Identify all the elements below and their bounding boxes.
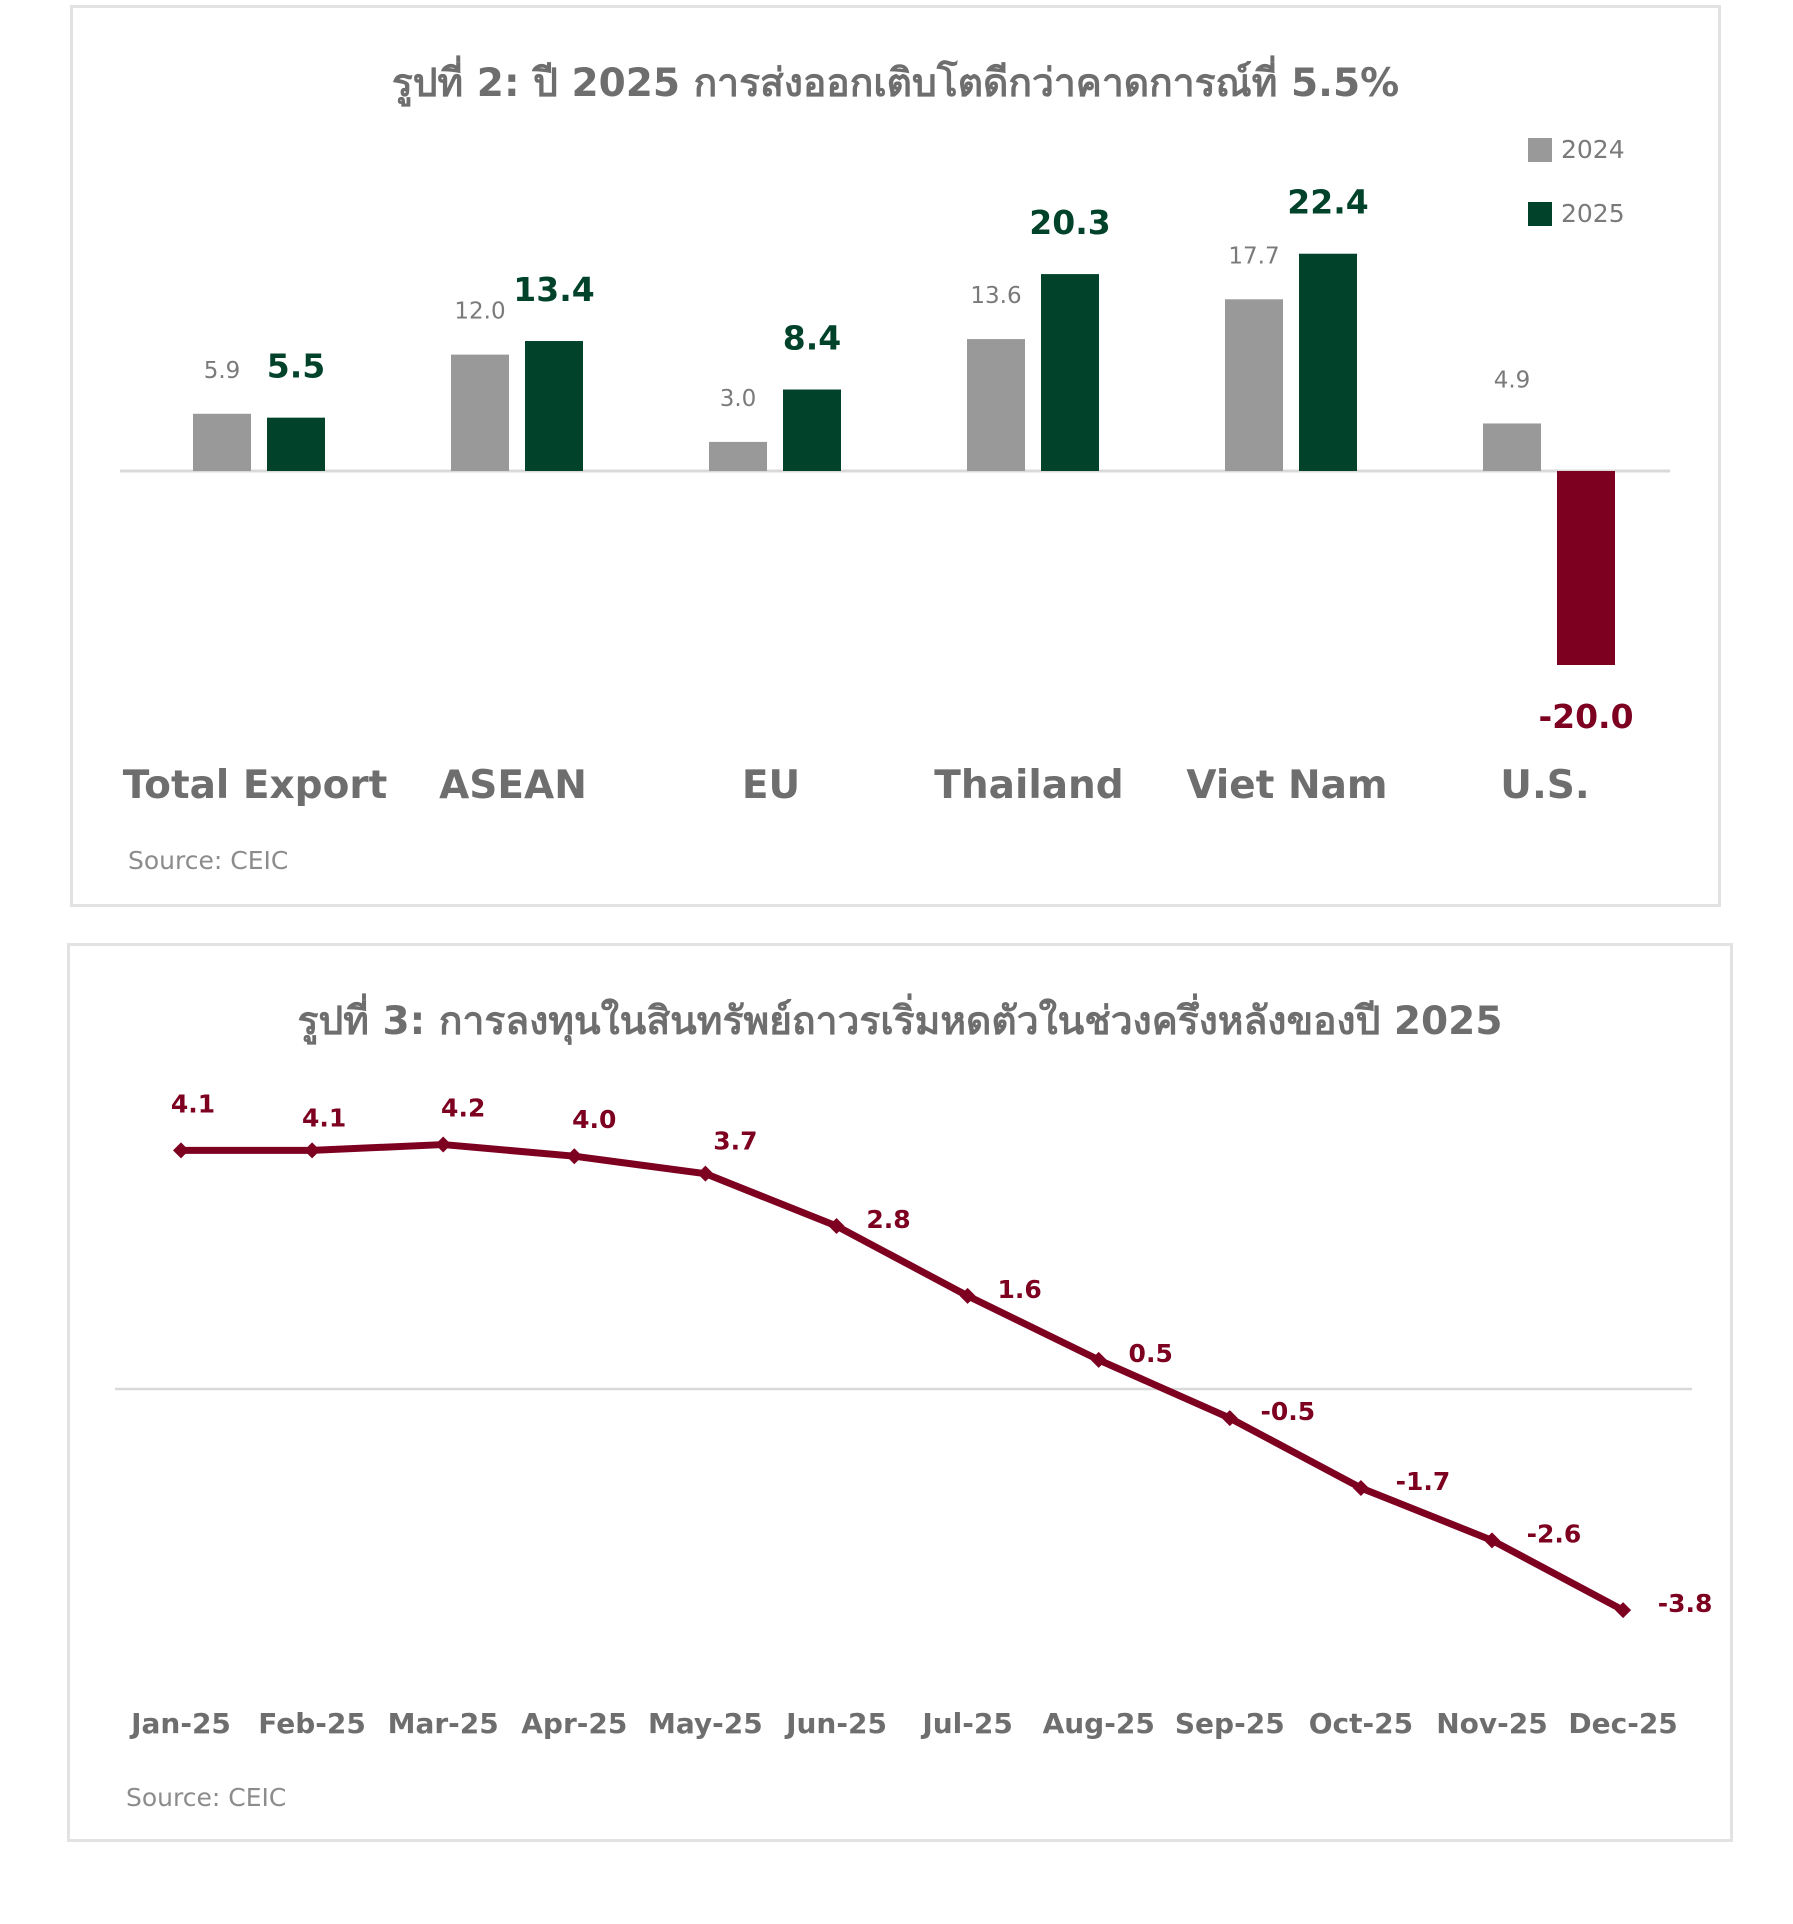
data-point-marker [173, 1142, 189, 1159]
chart-source: Source: CEIC [128, 846, 289, 875]
data-label-2024: 17.7 [1228, 243, 1279, 269]
bar-2024 [1483, 423, 1541, 471]
x-tick-label: Dec-25 [1568, 1707, 1677, 1740]
data-point-marker [1352, 1479, 1369, 1496]
chart-title: รูปที่ 3: การลงทุนในสินทรัพย์ถาวรเริ่มหด… [297, 999, 1503, 1044]
x-tick-label: Oct-25 [1309, 1707, 1413, 1740]
data-label: 2.8 [866, 1205, 910, 1234]
data-point-marker [1221, 1410, 1238, 1427]
data-label-2024: 12.0 [454, 299, 505, 325]
data-label-2025: 20.3 [1029, 203, 1110, 242]
legend-label-2024: 2024 [1561, 135, 1625, 164]
x-tick-label: Jan-25 [129, 1707, 231, 1740]
data-label: -1.7 [1396, 1467, 1451, 1496]
x-tick-label: Jun-25 [784, 1707, 887, 1740]
data-label-2024: 4.9 [1494, 367, 1531, 393]
data-label: 1.6 [997, 1275, 1041, 1304]
data-label-2025: -20.0 [1538, 697, 1633, 736]
category-label: U.S. [1500, 763, 1589, 808]
data-label: 4.0 [572, 1105, 616, 1134]
data-point-marker [697, 1165, 714, 1182]
data-label-2025: 22.4 [1287, 183, 1368, 222]
investment-chart-panel: รูปที่ 3: การลงทุนในสินทรัพย์ถาวรเริ่มหด… [67, 943, 1733, 1842]
bar-2024 [709, 441, 767, 471]
export-growth-chart-panel: รูปที่ 2: ปี 2025 การส่งออกเติบโตดีกว่าค… [70, 5, 1721, 907]
legend-swatch-2025 [1528, 202, 1552, 226]
data-point-marker [828, 1218, 845, 1235]
category-label: Viet Nam [1186, 763, 1387, 808]
data-label-2025: 5.5 [267, 347, 325, 386]
data-label: -2.6 [1527, 1519, 1582, 1548]
data-point-marker [566, 1148, 583, 1165]
series-line [181, 1141, 1625, 1614]
x-tick-label: Sep-25 [1175, 1707, 1285, 1740]
data-label: 4.1 [302, 1103, 346, 1132]
data-point-marker [1484, 1532, 1500, 1549]
line-chart-svg: 4.1 Jan-25 4.1 Feb-25 4.2 Mar-25 4.0 Apr-25 3.7 M… [115, 1089, 1713, 1740]
x-tick-label: Nov-25 [1436, 1707, 1548, 1740]
bar-2024 [1225, 299, 1283, 471]
data-label-2024: 13.6 [970, 283, 1021, 309]
data-label: -0.5 [1260, 1397, 1315, 1426]
bar-2024 [193, 413, 251, 471]
category-label: ASEAN [439, 763, 587, 808]
category-label: Thailand [934, 763, 1123, 808]
data-point-marker [304, 1142, 321, 1159]
legend-label-2025: 2025 [1561, 199, 1625, 228]
x-tick-label: Mar-25 [388, 1707, 499, 1740]
category-label: Total Export [123, 763, 388, 808]
data-point-marker [1615, 1602, 1632, 1619]
chart-title: รูปที่ 2: ปี 2025 การส่งออกเติบโตดีกว่าค… [391, 61, 1400, 106]
bar-2024 [967, 339, 1025, 471]
x-tick-label: Feb-25 [258, 1707, 366, 1740]
legend-swatch-2024 [1528, 138, 1552, 162]
bar-2025 [1041, 274, 1099, 471]
chart-source: Source: CEIC [126, 1783, 287, 1812]
bar-2025 [267, 417, 325, 471]
data-label: 3.7 [713, 1127, 757, 1156]
data-label-2024: 5.9 [204, 358, 241, 384]
bar-chart-svg: 5.9 5.5 Total Export 12.0 13.4 ASEAN 3.0 8.4 EU 1… [120, 135, 1670, 808]
bar-2025 [783, 389, 841, 471]
data-point-marker [959, 1287, 976, 1304]
x-tick-label: Jul-25 [920, 1707, 1013, 1740]
bar-2024 [451, 354, 509, 471]
data-label: 0.5 [1129, 1339, 1173, 1368]
bar-2025 [525, 341, 583, 471]
x-tick-label: Aug-25 [1043, 1707, 1155, 1740]
category-label: EU [742, 763, 800, 808]
data-label: 4.1 [171, 1089, 215, 1118]
x-tick-label: May-25 [648, 1707, 763, 1740]
data-label-2025: 8.4 [783, 319, 841, 358]
data-label-2024: 3.0 [720, 386, 757, 412]
bar-2025 [1557, 471, 1615, 665]
data-point-marker [435, 1136, 452, 1153]
x-tick-label: Apr-25 [521, 1707, 627, 1740]
data-label: 4.2 [441, 1094, 485, 1123]
bar-2025 [1299, 253, 1357, 471]
data-point-marker [1090, 1351, 1107, 1368]
data-label-2025: 13.4 [513, 270, 594, 309]
data-label: -3.8 [1658, 1589, 1713, 1618]
